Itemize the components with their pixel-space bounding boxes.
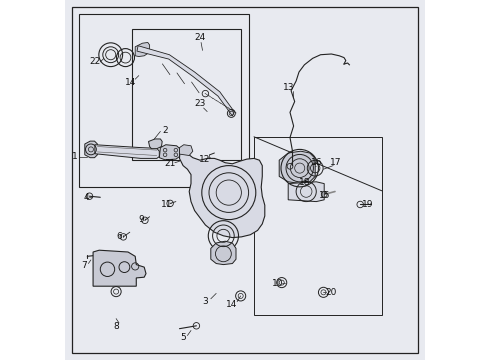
Text: 14: 14 [225, 300, 237, 309]
Text: 9: 9 [139, 215, 144, 224]
Text: 8: 8 [113, 322, 119, 330]
Text: 23: 23 [195, 99, 206, 108]
Text: 5: 5 [180, 333, 186, 342]
Text: 3: 3 [202, 297, 208, 306]
Text: 13: 13 [283, 83, 294, 92]
Text: 21: 21 [165, 159, 176, 168]
Text: 12: 12 [199, 155, 210, 163]
Polygon shape [93, 250, 146, 286]
Polygon shape [159, 145, 179, 160]
Bar [132, 29, 242, 160]
Text: 1: 1 [72, 152, 78, 161]
Polygon shape [135, 42, 149, 57]
Polygon shape [211, 241, 236, 265]
Text: 10: 10 [272, 279, 284, 288]
Polygon shape [137, 46, 234, 116]
Polygon shape [95, 145, 159, 158]
Bar [79, 14, 248, 187]
Text: 7: 7 [81, 261, 87, 270]
Polygon shape [85, 141, 98, 158]
Polygon shape [279, 151, 315, 184]
Polygon shape [179, 145, 193, 156]
Text: 19: 19 [363, 200, 374, 209]
Text: 20: 20 [325, 288, 336, 297]
Polygon shape [288, 182, 324, 202]
Polygon shape [254, 137, 382, 315]
Text: 16: 16 [311, 158, 323, 167]
Text: 22: 22 [89, 58, 100, 67]
Text: 18: 18 [298, 179, 310, 188]
Text: 6: 6 [117, 233, 122, 242]
Text: 15: 15 [319, 191, 331, 199]
Text: 14: 14 [125, 78, 136, 87]
Text: 4: 4 [84, 193, 89, 202]
Text: 24: 24 [195, 33, 206, 42]
Text: 17: 17 [330, 158, 342, 167]
Polygon shape [179, 148, 265, 238]
Text: 11: 11 [161, 200, 172, 209]
Polygon shape [148, 139, 162, 149]
Text: 2: 2 [162, 126, 168, 135]
